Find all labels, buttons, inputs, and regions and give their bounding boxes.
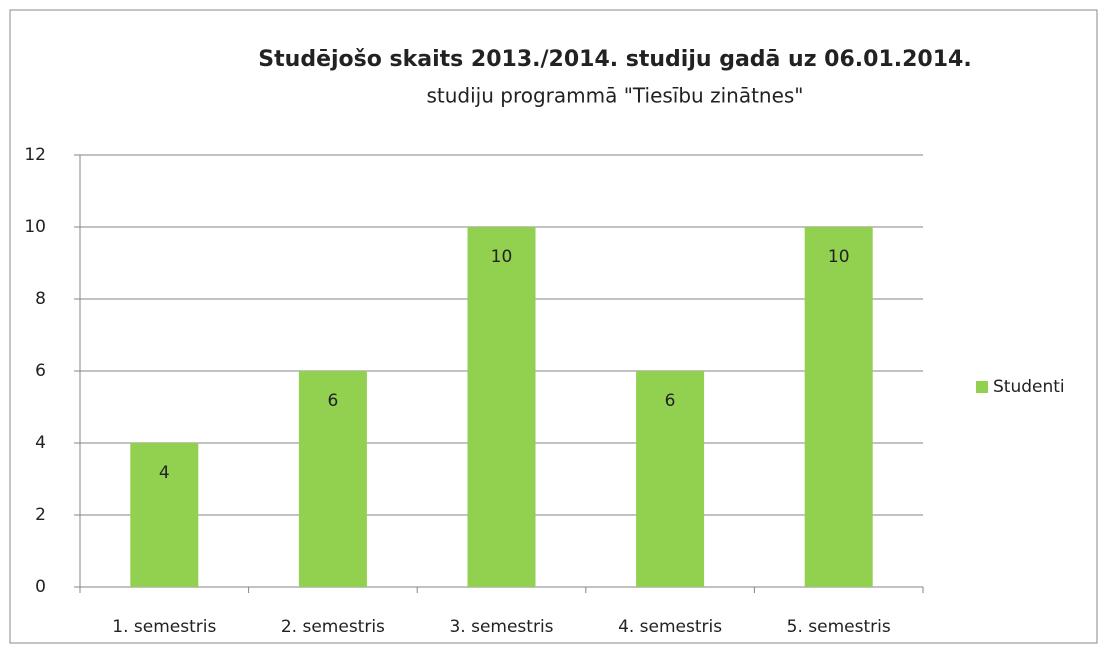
bar [298,371,367,587]
y-tick-label: 4 [35,433,46,453]
legend-label: Studenti [993,377,1065,397]
y-tick-label: 8 [35,289,46,309]
data-label: 4 [159,463,170,483]
data-label: 6 [327,391,338,411]
y-tick-label: 10 [24,217,46,237]
y-tick-label: 2 [35,505,46,525]
legend-swatch [976,381,988,393]
data-label: 10 [491,247,513,267]
y-tick-label: 6 [35,361,46,381]
bar [636,371,705,587]
y-tick-label: 0 [35,577,46,597]
x-tick-label: 1. semestris [112,617,216,637]
chart-subtitle: studiju programmā "Tiesību zinātnes" [426,84,803,108]
x-tick-label: 5. semestris [787,617,891,637]
data-label: 6 [665,391,676,411]
x-tick-label: 4. semestris [618,617,722,637]
x-tick-label: 2. semestris [281,617,385,637]
y-tick-label: 12 [24,145,46,165]
bar [804,227,873,587]
x-tick-label: 3. semestris [449,617,553,637]
chart-title: Studējošo skaits 2013./2014. studiju gad… [258,47,971,72]
data-label: 10 [828,247,850,267]
bar [467,227,536,587]
bar [130,443,199,587]
